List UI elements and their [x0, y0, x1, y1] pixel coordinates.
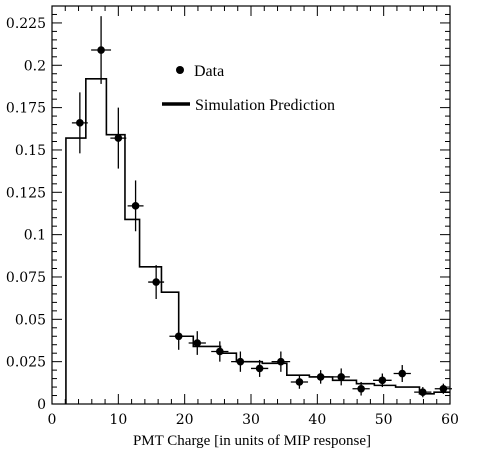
data-point-group	[148, 265, 165, 299]
y-tick-label: 0.075	[6, 270, 46, 286]
y-tick-label: 0.05	[15, 312, 46, 328]
data-point	[378, 376, 387, 385]
data-point-group	[352, 381, 370, 396]
y-tick-label: 0.125	[6, 185, 46, 201]
data-point	[337, 373, 346, 381]
data-point	[277, 357, 285, 366]
x-tick-label: 50	[375, 412, 393, 428]
data-point	[255, 364, 264, 373]
y-tick-label: 0.15	[15, 143, 46, 159]
y-tick-label: 0.025	[6, 355, 46, 371]
data-point	[114, 134, 123, 142]
data-point	[152, 278, 160, 286]
data-point-group	[311, 370, 330, 384]
data-point-group	[91, 16, 112, 84]
data-point-group	[393, 365, 411, 382]
data-point-group	[332, 368, 350, 386]
data-point	[439, 384, 448, 393]
legend-label-data: Data	[194, 63, 224, 80]
data-point-group	[127, 180, 144, 232]
x-tick-label: 10	[109, 412, 127, 428]
data-point	[193, 339, 202, 347]
data-point-group	[290, 375, 309, 389]
y-tick-label: 0.225	[6, 16, 46, 32]
y-tick-label: 0.1	[24, 228, 46, 244]
legend: Data Simulation Prediction	[162, 63, 335, 114]
x-tick-label: 60	[441, 412, 459, 428]
data-point	[419, 388, 427, 396]
data-point-group	[211, 341, 229, 362]
y-tick-label: 0.175	[6, 101, 46, 117]
x-tick-label: 20	[176, 412, 194, 428]
legend-marker-data	[176, 66, 184, 74]
data-point	[295, 378, 304, 386]
data-point	[236, 357, 245, 366]
x-tick-label: 0	[48, 412, 57, 428]
data-point	[316, 373, 325, 381]
data-point-group	[414, 387, 432, 398]
data-point	[97, 46, 105, 54]
data-point-group	[271, 351, 291, 372]
x-tick-label: 40	[308, 412, 326, 428]
data-point-group	[231, 351, 250, 372]
data-point-group	[373, 373, 392, 388]
data-point	[398, 369, 407, 378]
x-axis-title: PMT Charge [in units of MIP response]	[133, 433, 371, 449]
y-tick-label: 0	[37, 397, 46, 413]
data-point	[131, 202, 140, 210]
data-point-group	[188, 331, 206, 355]
data-point-group	[71, 92, 88, 154]
x-tick-label: 30	[242, 412, 260, 428]
data-point-group	[110, 107, 127, 169]
data-point-group	[251, 359, 269, 377]
data-point-group	[169, 322, 188, 350]
data-point	[216, 347, 224, 356]
data-point	[357, 384, 365, 393]
y-tick-label: 0.2	[24, 58, 46, 74]
legend-label-simulation: Simulation Prediction	[195, 97, 335, 114]
data-point	[174, 332, 183, 341]
data-point	[76, 119, 84, 127]
